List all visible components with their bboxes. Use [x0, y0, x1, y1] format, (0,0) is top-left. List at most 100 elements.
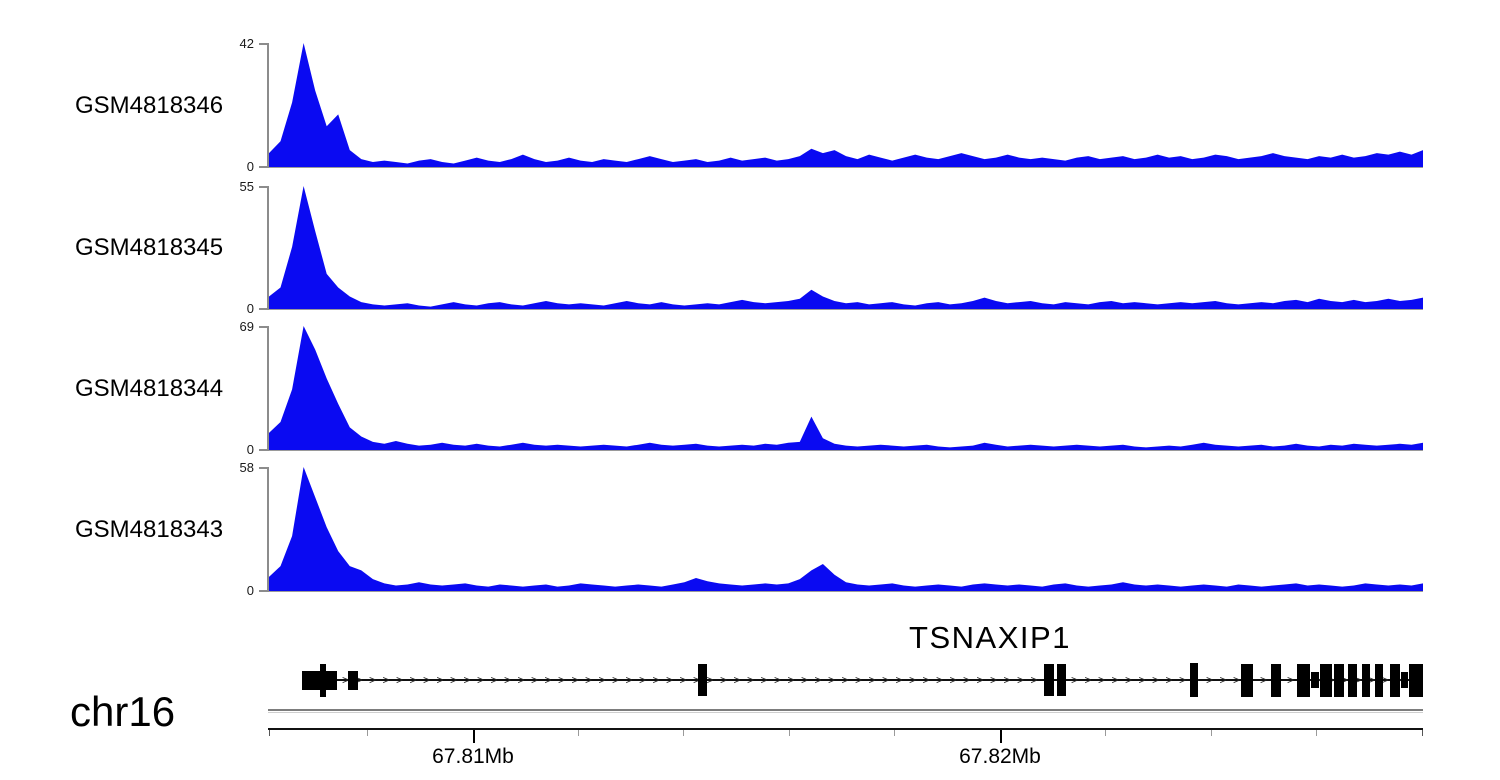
track-baseline: [269, 591, 1423, 592]
strand-direction-arrow-icon: >: [1368, 673, 1376, 687]
track-sample-label: GSM4818345: [75, 234, 224, 261]
y-axis-zero-label: 0: [246, 159, 254, 174]
ruler-minor-tick: [789, 730, 790, 736]
strand-direction-arrow-icon: >: [396, 673, 404, 687]
y-axis-bottom-tick: [259, 308, 268, 310]
strand-direction-arrow-icon: >: [990, 673, 998, 687]
strand-direction-arrow-icon: >: [504, 673, 512, 687]
gene-exon: [348, 670, 358, 690]
strand-direction-arrow-icon: >: [1341, 673, 1349, 687]
strand-direction-arrow-icon: >: [1233, 673, 1241, 687]
gene-exon: [1241, 663, 1253, 697]
strand-direction-arrow-icon: >: [571, 673, 579, 687]
y-axis-max-label: 69: [239, 319, 254, 334]
strand-direction-arrow-icon: >: [936, 673, 944, 687]
gene-exon: [320, 663, 326, 697]
strand-direction-arrow-icon: >: [639, 673, 647, 687]
strand-direction-arrow-icon: >: [1354, 673, 1362, 687]
strand-direction-arrow-icon: >: [490, 673, 498, 687]
strand-direction-arrow-icon: >: [1179, 673, 1187, 687]
strand-direction-arrow-icon: >: [828, 673, 836, 687]
strand-direction-arrow-icon: >: [733, 673, 741, 687]
strand-direction-arrow-icon: >: [841, 673, 849, 687]
y-axis-max-label: 55: [239, 179, 254, 194]
y-axis-line: [267, 186, 269, 310]
y-axis-top-tick: [259, 467, 268, 469]
track-sample-label: GSM4818343: [75, 515, 224, 543]
y-axis-line: [267, 326, 269, 451]
strand-direction-arrow-icon: >: [706, 673, 714, 687]
gene-exon: [1348, 663, 1357, 697]
strand-direction-arrow-icon: >: [544, 673, 552, 687]
ruler-axis-line: [268, 728, 1423, 730]
strand-direction-arrow-icon: >: [760, 673, 768, 687]
strand-direction-arrow-icon: >: [369, 673, 377, 687]
y-axis-zero-label: 0: [246, 583, 254, 598]
y-axis-line: [267, 43, 269, 168]
track-sample-label: GSM4818344: [75, 374, 224, 402]
gene-exon: [1320, 663, 1332, 697]
gene-exon: [1057, 664, 1066, 696]
strand-direction-arrow-icon: >: [720, 673, 728, 687]
strand-direction-arrow-icon: >: [355, 673, 363, 687]
ruler-minor-tick: [1211, 730, 1212, 736]
y-axis-zero-label: 0: [246, 442, 254, 457]
gene-exon: [698, 664, 707, 696]
strand-direction-arrow-icon: >: [517, 673, 525, 687]
ruler-minor-tick: [1105, 730, 1106, 736]
strand-direction-arrow-icon: >: [423, 673, 431, 687]
strand-direction-arrow-icon: >: [922, 673, 930, 687]
strand-direction-arrow-icon: >: [855, 673, 863, 687]
track-sample-label: GSM4818346: [75, 91, 224, 119]
strand-direction-arrow-icon: >: [747, 673, 755, 687]
strand-direction-arrow-icon: >: [1084, 673, 1092, 687]
coverage-signal-shape: [269, 326, 1423, 451]
strand-direction-arrow-icon: >: [1098, 673, 1106, 687]
strand-direction-arrow-icon: >: [625, 673, 633, 687]
gene-exon: [1390, 663, 1400, 697]
strand-direction-arrow-icon: >: [909, 673, 917, 687]
ruler-minor-tick: [683, 730, 684, 736]
gene-exon: [1362, 663, 1370, 697]
ruler-coordinate-label: 67.82Mb: [959, 745, 1041, 768]
gene-name-label: TSNAXIP1: [909, 620, 1071, 655]
strand-direction-arrow-icon: >: [477, 673, 485, 687]
strand-direction-arrow-icon: >: [342, 673, 350, 687]
strand-direction-arrow-icon: >: [693, 673, 701, 687]
divider-rule-dark: [268, 709, 1423, 711]
intron-line: [302, 679, 1423, 681]
strand-direction-arrow-icon: >: [1003, 673, 1011, 687]
strand-direction-arrow-icon: >: [963, 673, 971, 687]
ruler-major-tick: [1000, 730, 1002, 743]
ruler-minor-tick: [578, 730, 579, 736]
ruler-minor-tick: [1316, 730, 1317, 736]
y-axis-zero-label: 0: [246, 301, 254, 316]
coverage-area-plot: [269, 467, 1423, 592]
coverage-signal-shape: [269, 186, 1423, 310]
chromosome-label: chr16: [70, 688, 176, 735]
track-baseline: [269, 167, 1423, 168]
divider-rule-light: [268, 712, 1423, 713]
y-axis-max-label: 58: [239, 460, 254, 475]
y-axis-bottom-tick: [259, 590, 268, 592]
strand-direction-arrow-icon: >: [976, 673, 984, 687]
strand-direction-arrow-icon: >: [949, 673, 957, 687]
strand-direction-arrow-icon: >: [382, 673, 390, 687]
ruler-major-tick: [473, 730, 475, 743]
strand-direction-arrow-icon: >: [585, 673, 593, 687]
gene-exon: [1375, 663, 1383, 697]
strand-direction-arrow-icon: >: [436, 673, 444, 687]
strand-direction-arrow-icon: >: [450, 673, 458, 687]
y-axis-top-tick: [259, 43, 268, 45]
strand-direction-arrow-icon: >: [1165, 673, 1173, 687]
strand-direction-arrow-icon: >: [774, 673, 782, 687]
strand-direction-arrow-icon: >: [895, 673, 903, 687]
y-axis-line: [267, 467, 269, 592]
strand-direction-arrow-icon: >: [1017, 673, 1025, 687]
strand-direction-arrow-icon: >: [1125, 673, 1133, 687]
gene-exon: [1190, 663, 1198, 697]
coverage-area-plot: [269, 186, 1423, 310]
strand-direction-arrow-icon: >: [409, 673, 417, 687]
y-axis-max-label: 42: [239, 36, 254, 51]
